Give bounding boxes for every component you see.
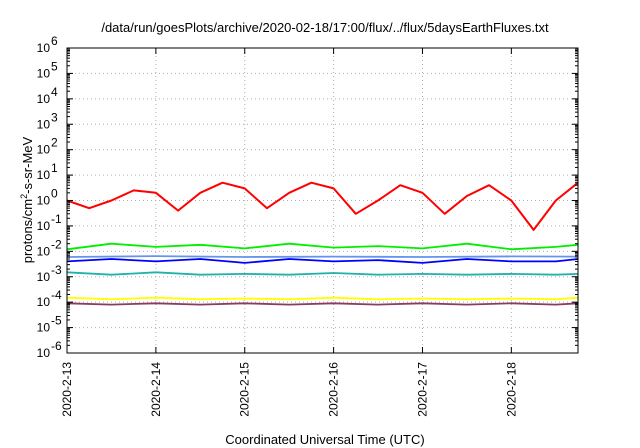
y-axis: 10 -610 -510 -410 -310 -210 -110 010 110 210 310 41… (37, 34, 578, 360)
y-tick-label: 10 (37, 346, 51, 360)
y-tick-exponent: -6 (51, 339, 62, 353)
y-tick-exponent: 2 (51, 136, 58, 150)
series-line-2 (66, 242, 579, 251)
y-tick-exponent: -1 (51, 212, 62, 226)
y-tick-exponent: -5 (51, 314, 62, 328)
y-tick-label: 10 (37, 92, 51, 106)
x-axis: 2020-2-13 2020-2-14 2020-2-15 2020-2-16 2020… (60, 48, 518, 417)
y-tick-exponent: 4 (51, 85, 58, 99)
series-line-6 (66, 296, 579, 301)
y-tick-label: 10 (37, 219, 51, 233)
x-tick-label: 2020-2-16 (327, 362, 341, 417)
y-tick-label: 10 (37, 270, 51, 284)
y-tick-exponent: -4 (51, 288, 62, 302)
grid (67, 48, 578, 353)
y-tick-exponent: 5 (51, 59, 58, 73)
y-tick-label: 10 (37, 295, 51, 309)
data-series (66, 181, 579, 306)
y-tick-label: 10 (37, 194, 51, 208)
series-line-1 (66, 181, 579, 231)
x-tick-label: 2020-2-17 (415, 362, 429, 417)
y-tick-exponent: 6 (51, 34, 58, 48)
y-tick-exponent: 0 (51, 187, 58, 201)
series-line-5 (66, 271, 579, 276)
series-line-3 (66, 258, 579, 264)
x-tick-label: 2020-2-13 (60, 362, 74, 417)
chart-title: /data/run/goesPlots/archive/2020-02-18/1… (101, 20, 549, 35)
series-line-4 (66, 255, 579, 258)
y-tick-exponent: -3 (51, 263, 62, 277)
y-tick-label: 10 (37, 321, 51, 335)
series-line-7 (66, 302, 579, 306)
y-tick-label: 10 (37, 168, 51, 182)
y-tick-exponent: 3 (51, 110, 58, 124)
y-tick-label: 10 (37, 117, 51, 131)
y-tick-label: 10 (37, 66, 51, 80)
y-tick-label: 10 (37, 41, 51, 55)
y-tick-label: 10 (37, 143, 51, 157)
y-tick-exponent: 1 (51, 161, 58, 175)
x-tick-label: 2020-2-18 (504, 362, 518, 417)
y-axis-label: protons/cm2-s-sr-MeV (19, 136, 35, 263)
x-axis-label: Coordinated Universal Time (UTC) (225, 432, 424, 447)
x-tick-label: 2020-2-15 (238, 362, 252, 417)
x-tick-label: 2020-2-14 (149, 362, 163, 417)
y-tick-exponent: -2 (51, 237, 62, 251)
y-tick-label: 10 (37, 244, 51, 258)
